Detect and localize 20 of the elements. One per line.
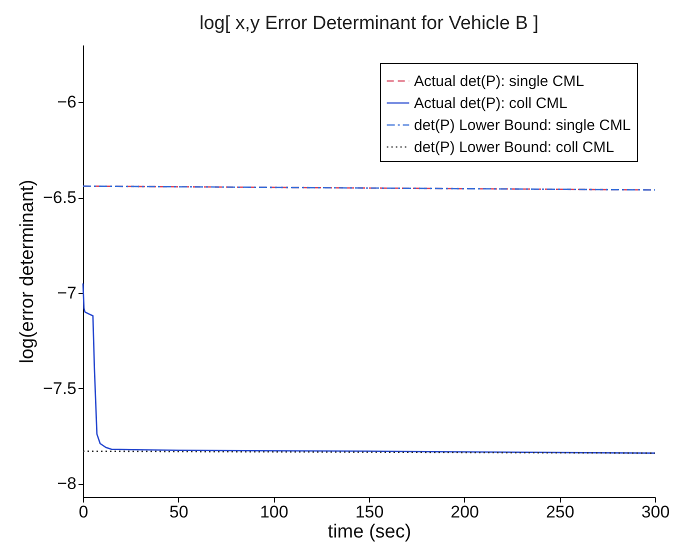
legend-label: Actual det(P): single CML (414, 73, 584, 90)
y-tick-label: −7 (57, 283, 76, 302)
y-tick-label: −6.5 (42, 188, 76, 208)
x-tick-label: 200 (450, 502, 480, 522)
x-tick-label: 150 (355, 502, 384, 522)
legend-label: det(P) Lower Bound: coll CML (414, 139, 614, 156)
legend-label: det(P) Lower Bound: single CML (414, 117, 631, 134)
x-tick-label: 100 (260, 502, 288, 522)
x-axis-title: time (sec) (328, 522, 412, 542)
x-tick-label: 0 (78, 502, 88, 522)
x-tick-label: 250 (546, 502, 574, 522)
y-axis-title: log(error determinant) (16, 180, 38, 364)
x-tick-label: 50 (169, 502, 188, 522)
chart-title: log[ x,y Error Determinant for Vehicle B ] (200, 13, 538, 34)
x-tick-label: 300 (641, 502, 670, 522)
line-series (82, 282, 656, 454)
legend-label: Actual det(P): coll CML (414, 95, 568, 112)
y-tick-label: −6 (57, 92, 76, 112)
y-tick-label: −8 (57, 474, 76, 494)
y-tick-label: −7.5 (42, 378, 76, 398)
